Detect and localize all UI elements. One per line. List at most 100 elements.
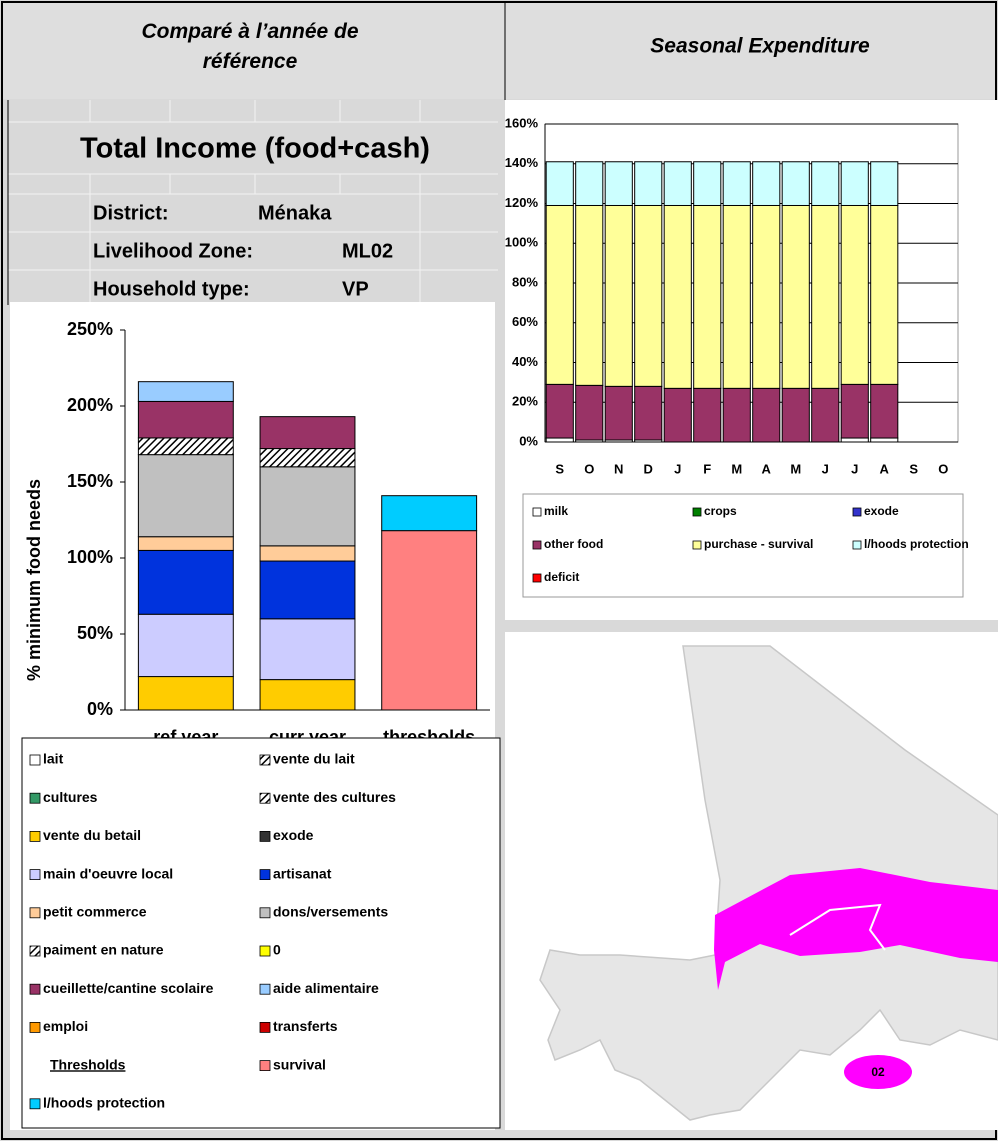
bar-segment <box>575 384 604 441</box>
bar-segment <box>259 618 356 681</box>
bar-segment <box>811 204 840 389</box>
y-tick-label: 140% <box>505 155 539 170</box>
bar-segment <box>722 387 751 443</box>
y-tick-label: 0% <box>519 433 538 448</box>
field-value: ML02 <box>342 240 393 262</box>
bar-segment <box>722 204 751 389</box>
legend-swatch <box>532 507 542 517</box>
bar-segment <box>545 383 574 439</box>
y-tick-label: 0% <box>87 699 113 719</box>
y-tick-label: 150% <box>67 471 113 491</box>
legend-swatch <box>29 831 41 842</box>
legend-label: l/hoods protection <box>864 537 969 551</box>
legend-label: lait <box>43 751 64 767</box>
x-tick-label: M <box>790 461 801 476</box>
bar-segment <box>137 437 234 456</box>
legend-swatch <box>29 792 41 804</box>
legend-swatch <box>692 540 702 550</box>
bar-segment <box>840 204 869 385</box>
legend-swatch <box>259 792 271 804</box>
bar-segment <box>137 549 234 615</box>
right-title: Seasonal Expenditure <box>650 35 870 58</box>
bar-segment <box>663 387 692 443</box>
legend-swatch <box>29 945 41 957</box>
legend-label: purchase - survival <box>704 537 813 551</box>
map: 02 <box>539 645 998 1121</box>
bar-segment <box>634 385 663 441</box>
bar-segment <box>137 381 234 402</box>
x-tick-label: A <box>880 461 890 476</box>
bar-segment <box>259 545 356 562</box>
bar-segment <box>604 204 633 387</box>
bar-segment <box>545 161 574 206</box>
x-tick-label: S <box>909 461 918 476</box>
y-tick-label: 160% <box>505 115 539 130</box>
y-tick-label: 50% <box>77 623 113 643</box>
legend-label: 0 <box>273 942 281 958</box>
bar-segment <box>870 161 899 206</box>
y-axis-label: % minimum food needs <box>24 479 44 681</box>
y-tick-label: 100% <box>505 235 539 250</box>
bar-segment <box>840 437 869 443</box>
bar-segment <box>259 679 356 711</box>
bar-segment <box>259 416 356 450</box>
bar-segment <box>663 161 692 206</box>
map-label: 02 <box>871 1065 885 1079</box>
bar-segment <box>381 530 478 711</box>
y-tick-label: 100% <box>67 547 113 567</box>
bar-segment <box>781 161 810 206</box>
bar-segment <box>722 161 751 206</box>
legend-swatch <box>259 1060 271 1071</box>
bar-segment <box>811 161 840 206</box>
y-tick-label: 120% <box>505 195 539 210</box>
y-tick-label: 200% <box>67 395 113 415</box>
map-band <box>505 620 998 632</box>
bar-segment <box>259 466 356 547</box>
sheet <box>7 100 498 305</box>
bar-segment <box>693 161 722 206</box>
x-tick-label: J <box>851 461 858 476</box>
bar-segment <box>870 437 899 443</box>
bar-segment <box>604 161 633 206</box>
map-country <box>539 645 998 1121</box>
legend-swatch <box>29 983 41 995</box>
bar-segment <box>870 383 899 439</box>
bar-segment <box>840 383 869 439</box>
legend-label: paiment en nature <box>43 942 164 958</box>
sheet-grid <box>8 100 498 305</box>
legend-label: vente du betail <box>43 827 141 843</box>
bar-segment <box>634 204 663 387</box>
bar-segment <box>381 495 478 532</box>
legend-box <box>522 493 964 598</box>
bar-segment <box>137 454 234 538</box>
x-tick-label: J <box>822 461 829 476</box>
legend-label: deficit <box>544 570 579 584</box>
legend-heading: Thresholds <box>50 1056 126 1072</box>
legend-label: main d'oeuvre local <box>43 865 173 881</box>
bar-segment <box>545 437 574 443</box>
x-tick-label: A <box>762 461 772 476</box>
legend-swatch <box>852 540 862 550</box>
legend-swatch <box>852 507 862 517</box>
map-river <box>789 903 886 951</box>
x-tick-label: D <box>644 461 653 476</box>
sheet-title: Total Income (food+cash) <box>80 133 430 165</box>
x-tick-label: S <box>555 461 564 476</box>
bar-segment <box>752 161 781 206</box>
legend-label: emploi <box>43 1018 88 1034</box>
legend-label: vente du lait <box>273 751 355 767</box>
x-tick-label: M <box>731 461 742 476</box>
bar-segment <box>752 387 781 443</box>
field-value: VP <box>342 278 369 300</box>
legend-swatch <box>532 540 542 550</box>
legend-label: crops <box>704 504 737 518</box>
legend-swatch <box>259 754 271 766</box>
legend-label: petit commerce <box>43 904 147 920</box>
x-tick-label: F <box>703 461 711 476</box>
legend-label: vente des cultures <box>273 789 396 805</box>
bar-segment <box>137 676 234 711</box>
legend-swatch <box>29 869 41 880</box>
legend-label: exode <box>864 504 899 518</box>
legend-swatch <box>259 1022 271 1033</box>
